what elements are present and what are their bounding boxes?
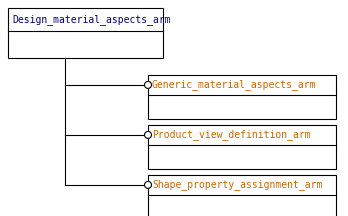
Bar bbox=[148, 175, 336, 216]
Text: Generic_material_aspects_arm: Generic_material_aspects_arm bbox=[152, 79, 316, 90]
Circle shape bbox=[144, 81, 151, 88]
Text: Product_view_definition_arm: Product_view_definition_arm bbox=[152, 129, 311, 140]
Text: Design_material_aspects_arm: Design_material_aspects_arm bbox=[12, 14, 171, 25]
Bar bbox=[148, 75, 336, 119]
Bar bbox=[8, 8, 163, 58]
Text: Shape_property_assignment_arm: Shape_property_assignment_arm bbox=[152, 179, 322, 190]
Bar bbox=[148, 125, 336, 169]
Circle shape bbox=[144, 181, 151, 188]
Circle shape bbox=[144, 131, 151, 138]
